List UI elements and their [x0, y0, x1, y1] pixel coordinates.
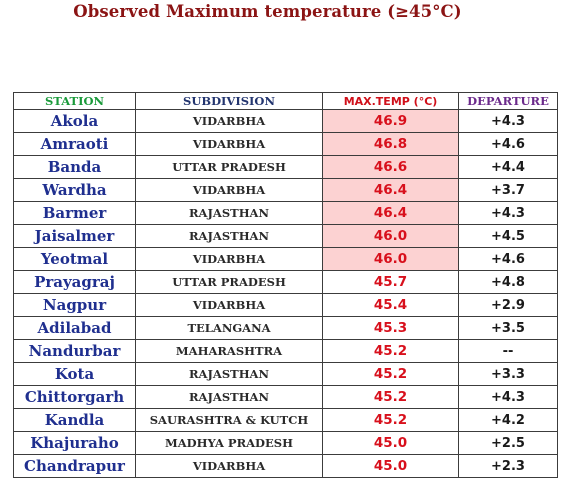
subdivision-cell: MAHARASHTRA	[135, 339, 323, 363]
max-temp-cell: 45.2	[322, 362, 459, 386]
subdivision-cell: UTTAR PRADESH	[135, 155, 323, 179]
departure-cell: +2.3	[458, 454, 558, 478]
subdivision-cell: VIDARBHA	[135, 132, 323, 156]
table-row: Adilabad TELANGANA 45.3 +3.5	[13, 316, 558, 340]
station-cell: Nagpur	[13, 293, 136, 317]
table-row: Chittorgarh RAJASTHAN 45.2 +4.3	[13, 385, 558, 409]
station-cell: Chittorgarh	[13, 385, 136, 409]
station-cell: Barmer	[13, 201, 136, 225]
station-cell: Wardha	[13, 178, 136, 202]
subdivision-cell: UTTAR PRADESH	[135, 270, 323, 294]
station-cell: Yeotmal	[13, 247, 136, 271]
max-temp-cell: 45.2	[322, 408, 459, 432]
station-cell: Kandla	[13, 408, 136, 432]
table-row: Barmer RAJASTHAN 46.4 +4.3	[13, 201, 558, 225]
station-cell: Jaisalmer	[13, 224, 136, 248]
table-row: Nagpur VIDARBHA 45.4 +2.9	[13, 293, 558, 317]
max-temp-cell: 45.7	[322, 270, 459, 294]
max-temp-cell: 46.0	[322, 247, 459, 271]
subdivision-cell: VIDARBHA	[135, 178, 323, 202]
table-row: Prayagraj UTTAR PRADESH 45.7 +4.8	[13, 270, 558, 294]
departure-cell: +3.3	[458, 362, 558, 386]
station-cell: Chandrapur	[13, 454, 136, 478]
table-header-row: STATION SUBDIVISION MAX.TEMP (°C) DEPART…	[13, 92, 558, 110]
table-row: Chandrapur VIDARBHA 45.0 +2.3	[13, 454, 558, 478]
subdivision-cell: VIDARBHA	[135, 293, 323, 317]
departure-cell: +4.2	[458, 408, 558, 432]
subdivision-cell: VIDARBHA	[135, 454, 323, 478]
header-max-temp: MAX.TEMP (°C)	[322, 92, 459, 110]
table-row: Banda UTTAR PRADESH 46.6 +4.4	[13, 155, 558, 179]
subdivision-cell: MADHYA PRADESH	[135, 431, 323, 455]
header-departure: DEPARTURE	[458, 92, 558, 110]
departure-cell: +2.5	[458, 431, 558, 455]
max-temp-cell: 46.4	[322, 201, 459, 225]
max-temp-cell: 45.2	[322, 385, 459, 409]
station-cell: Amraoti	[13, 132, 136, 156]
departure-cell: +4.3	[458, 201, 558, 225]
station-cell: Akola	[13, 109, 136, 133]
subdivision-cell: TELANGANA	[135, 316, 323, 340]
max-temp-cell: 46.0	[322, 224, 459, 248]
subdivision-cell: SAURASHTRA & KUTCH	[135, 408, 323, 432]
subdivision-cell: RAJASTHAN	[135, 385, 323, 409]
table-row: Yeotmal VIDARBHA 46.0 +4.6	[13, 247, 558, 271]
station-cell: Nandurbar	[13, 339, 136, 363]
max-temp-cell: 45.3	[322, 316, 459, 340]
departure-cell: +4.6	[458, 132, 558, 156]
station-cell: Adilabad	[13, 316, 136, 340]
station-cell: Kota	[13, 362, 136, 386]
table-row: Nandurbar MAHARASHTRA 45.2 --	[13, 339, 558, 363]
max-temp-cell: 46.9	[322, 109, 459, 133]
departure-cell: +4.6	[458, 247, 558, 271]
station-cell: Banda	[13, 155, 136, 179]
table-row: Akola VIDARBHA 46.9 +4.3	[13, 109, 558, 133]
max-temp-cell: 45.2	[322, 339, 459, 363]
station-cell: Prayagraj	[13, 270, 136, 294]
table-row: Wardha VIDARBHA 46.4 +3.7	[13, 178, 558, 202]
departure-cell: +4.3	[458, 385, 558, 409]
table-row: Amraoti VIDARBHA 46.8 +4.6	[13, 132, 558, 156]
departure-cell: +4.3	[458, 109, 558, 133]
table-row: Khajuraho MADHYA PRADESH 45.0 +2.5	[13, 431, 558, 455]
subdivision-cell: RAJASTHAN	[135, 224, 323, 248]
departure-cell: +3.5	[458, 316, 558, 340]
departure-cell: +4.4	[458, 155, 558, 179]
departure-cell: +3.7	[458, 178, 558, 202]
subdivision-cell: VIDARBHA	[135, 109, 323, 133]
max-temp-cell: 46.8	[322, 132, 459, 156]
departure-cell: --	[458, 339, 558, 363]
station-cell: Khajuraho	[13, 431, 136, 455]
header-station: STATION	[13, 92, 136, 110]
table-row: Jaisalmer RAJASTHAN 46.0 +4.5	[13, 224, 558, 248]
max-temp-cell: 45.0	[322, 431, 459, 455]
max-temp-cell: 45.0	[322, 454, 459, 478]
max-temp-cell: 46.6	[322, 155, 459, 179]
departure-cell: +4.5	[458, 224, 558, 248]
departure-cell: +2.9	[458, 293, 558, 317]
table-row: Kota RAJASTHAN 45.2 +3.3	[13, 362, 558, 386]
table-body: Akola VIDARBHA 46.9 +4.3 Amraoti VIDARBHA 46.8…	[13, 109, 558, 478]
max-temp-cell: 45.4	[322, 293, 459, 317]
temperature-table: STATION SUBDIVISION MAX.TEMP (°C) DEPART…	[13, 92, 558, 478]
departure-cell: +4.8	[458, 270, 558, 294]
page-title: Observed Maximum temperature (≥45°C)	[73, 2, 462, 21]
max-temp-cell: 46.4	[322, 178, 459, 202]
subdivision-cell: VIDARBHA	[135, 247, 323, 271]
subdivision-cell: RAJASTHAN	[135, 201, 323, 225]
subdivision-cell: RAJASTHAN	[135, 362, 323, 386]
header-subdivision: SUBDIVISION	[135, 92, 323, 110]
table-row: Kandla SAURASHTRA & KUTCH 45.2 +4.2	[13, 408, 558, 432]
